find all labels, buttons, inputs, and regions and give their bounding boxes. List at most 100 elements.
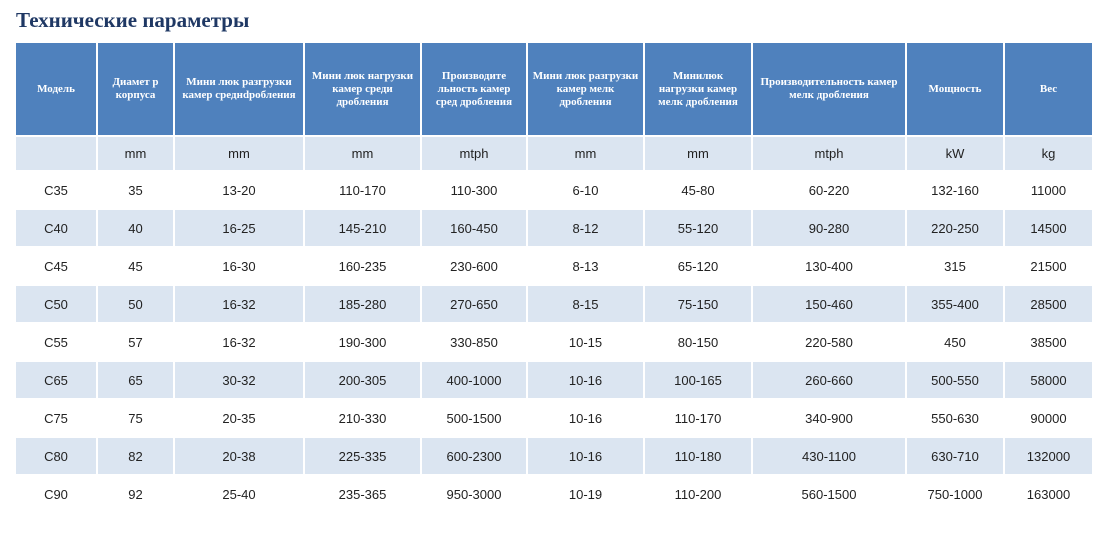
model-cell: C65 [16, 362, 96, 398]
table-cell: 25-40 [175, 476, 303, 512]
model-cell: C90 [16, 476, 96, 512]
table-cell: 16-32 [175, 286, 303, 322]
table-cell: 11000 [1005, 172, 1092, 208]
table-cell: 28500 [1005, 286, 1092, 322]
table-cell: 21500 [1005, 248, 1092, 284]
table-cell: 13-20 [175, 172, 303, 208]
table-row: C90 92 25-40 235-365 950-3000 10-19 110-200 560… [16, 476, 1092, 512]
table-cell: 340-900 [753, 400, 905, 436]
table-cell: 80-150 [645, 324, 751, 360]
table-cell: 145-210 [305, 210, 420, 246]
header-cell-weight: Вес [1005, 43, 1092, 135]
model-cell: C80 [16, 438, 96, 474]
table-cell: 315 [907, 248, 1003, 284]
table-cell: 230-600 [422, 248, 526, 284]
table-cell: 35 [98, 172, 173, 208]
table-cell: 160-235 [305, 248, 420, 284]
table-row: C35 35 13-20 110-170 110-300 6-10 45-80 60-220 1… [16, 172, 1092, 208]
table-cell: 110-180 [645, 438, 751, 474]
table-row: C65 65 30-32 200-305 400-1000 10-16 100-165 260… [16, 362, 1092, 398]
table-cell: 65 [98, 362, 173, 398]
table-row: C55 57 16-32 190-300 330-850 10-15 80-150 220-5… [16, 324, 1092, 360]
header-cell-model: Модель [16, 43, 96, 135]
table-cell: 16-25 [175, 210, 303, 246]
model-cell: C75 [16, 400, 96, 436]
table-cell: 110-170 [645, 400, 751, 436]
table-cell: 100-165 [645, 362, 751, 398]
table-cell: 190-300 [305, 324, 420, 360]
table-cell: 430-1100 [753, 438, 905, 474]
table-cell: 75-150 [645, 286, 751, 322]
unit-cell [16, 137, 96, 170]
unit-cell: mm [98, 137, 173, 170]
unit-cell: mtph [422, 137, 526, 170]
table-row: C80 82 20-38 225-335 600-2300 10-16 110-180 430… [16, 438, 1092, 474]
table-cell: 220-250 [907, 210, 1003, 246]
table-cell: 355-400 [907, 286, 1003, 322]
table-cell: 50 [98, 286, 173, 322]
table-cell: 45-80 [645, 172, 751, 208]
table-cell: 150-460 [753, 286, 905, 322]
table-cell: 16-30 [175, 248, 303, 284]
table-cell: 260-660 [753, 362, 905, 398]
table-cell: 20-35 [175, 400, 303, 436]
table-cell: 330-850 [422, 324, 526, 360]
table-cell: 8-12 [528, 210, 643, 246]
table-cell: 110-200 [645, 476, 751, 512]
table-cell: 30-32 [175, 362, 303, 398]
table-row: C40 40 16-25 145-210 160-450 8-12 55-120 90-280… [16, 210, 1092, 246]
specs-table: Модель Диамет р корпуса Мини люк разгруз… [14, 41, 1094, 514]
table-cell: 92 [98, 476, 173, 512]
table-cell: 400-1000 [422, 362, 526, 398]
table-cell: 57 [98, 324, 173, 360]
table-cell: 20-38 [175, 438, 303, 474]
table-cell: 8-13 [528, 248, 643, 284]
table-cell: 10-19 [528, 476, 643, 512]
table-cell: 10-16 [528, 438, 643, 474]
page-title: Технические параметры [16, 8, 250, 32]
table-cell: 630-710 [907, 438, 1003, 474]
table-cell: 90000 [1005, 400, 1092, 436]
table-cell: 110-170 [305, 172, 420, 208]
table-cell: 210-330 [305, 400, 420, 436]
table-cell: 225-335 [305, 438, 420, 474]
table-cell: 14500 [1005, 210, 1092, 246]
table-cell: 160-450 [422, 210, 526, 246]
table-row: C45 45 16-30 160-235 230-600 8-13 65-120 130-40… [16, 248, 1092, 284]
table-cell: 8-15 [528, 286, 643, 322]
header-cell-mid-discharge: Мини люк разгрузки камер среднdробления [175, 43, 303, 135]
table-cell: 560-1500 [753, 476, 905, 512]
model-cell: C40 [16, 210, 96, 246]
table-cell: 45 [98, 248, 173, 284]
header-cell-fine-capacity: Производительность камер мелк дробления [753, 43, 905, 135]
table-cell: 16-32 [175, 324, 303, 360]
table-cell: 90-280 [753, 210, 905, 246]
table-cell: 132-160 [907, 172, 1003, 208]
table-cell: 950-3000 [422, 476, 526, 512]
unit-cell: kW [907, 137, 1003, 170]
model-cell: C50 [16, 286, 96, 322]
table-cell: 6-10 [528, 172, 643, 208]
table-row: C75 75 20-35 210-330 500-1500 10-16 110-170 340… [16, 400, 1092, 436]
table-cell: 10-16 [528, 362, 643, 398]
table-cell: 75 [98, 400, 173, 436]
header-cell-fine-discharge: Мини люк разгрузки камер мелк дробления [528, 43, 643, 135]
table-cell: 163000 [1005, 476, 1092, 512]
table-cell: 235-365 [305, 476, 420, 512]
header-cell-diameter: Диамет р корпуса [98, 43, 173, 135]
unit-cell: mm [305, 137, 420, 170]
header-cell-mid-feed: Мини люк нагрузки камер среди дробления [305, 43, 420, 135]
model-cell: C45 [16, 248, 96, 284]
unit-cell: mtph [753, 137, 905, 170]
table-cell: 10-16 [528, 400, 643, 436]
unit-cell: mm [645, 137, 751, 170]
unit-cell: kg [1005, 137, 1092, 170]
header-cell-fine-feed: Минилюк нагрузки камер мелк дробления [645, 43, 751, 135]
table-cell: 55-120 [645, 210, 751, 246]
table-cell: 58000 [1005, 362, 1092, 398]
header-row: Модель Диамет р корпуса Мини люк разгруз… [16, 43, 1092, 135]
table-cell: 750-1000 [907, 476, 1003, 512]
table-cell: 132000 [1005, 438, 1092, 474]
model-cell: C55 [16, 324, 96, 360]
table-cell: 270-650 [422, 286, 526, 322]
